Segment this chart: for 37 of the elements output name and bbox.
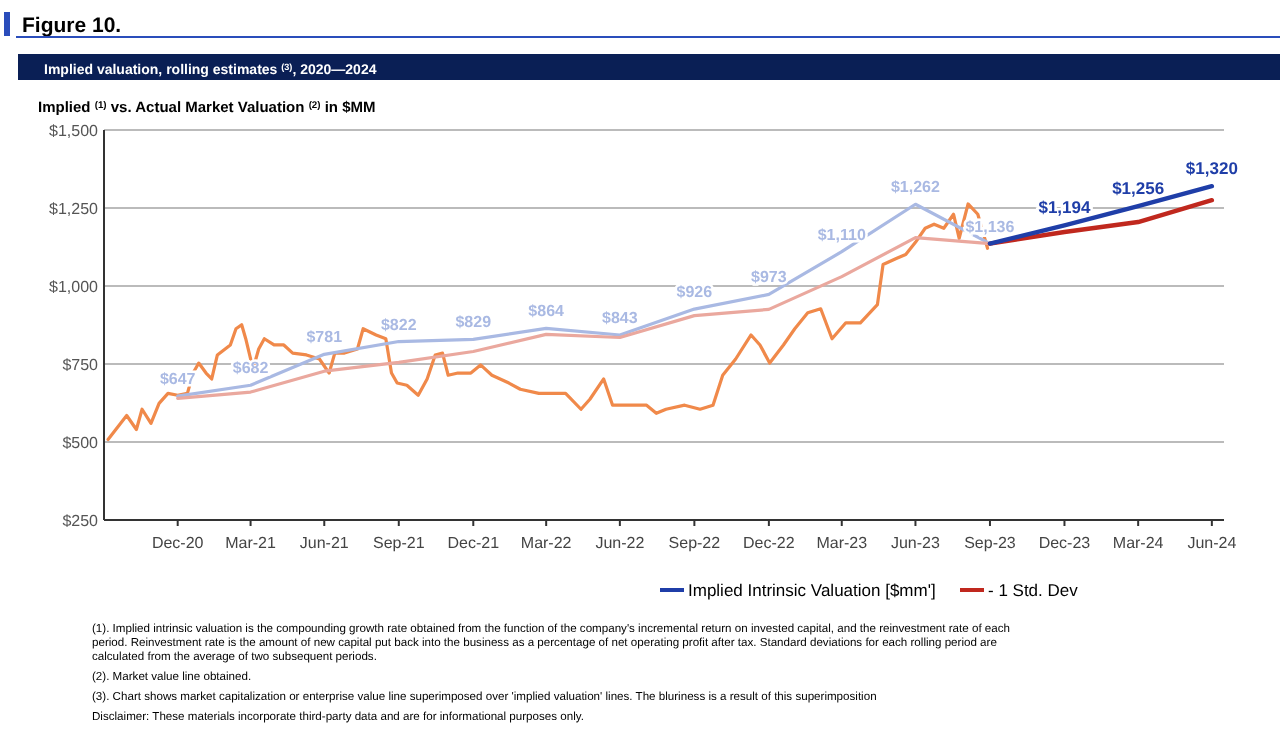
data-label: $1,320 (1185, 158, 1239, 179)
legend-label: Implied Intrinsic Valuation [$mm'] (688, 580, 936, 600)
chart-title: Figure 10. (22, 14, 122, 38)
data-label: $864 (528, 302, 566, 321)
x-tick-label: Jun-21 (299, 534, 350, 552)
x-tick-label: Jun-24 (1187, 534, 1238, 552)
x-tick-label: Mar-21 (225, 534, 278, 552)
y-tick-label: $750 (62, 356, 100, 374)
x-tick-label: Dec-21 (447, 534, 501, 552)
x-tick-label: Dec-22 (743, 534, 796, 552)
legend-label: - 1 Std. Dev (988, 580, 1080, 600)
data-label: $781 (306, 328, 344, 347)
y-tick-label: $500 (62, 434, 100, 452)
x-tick-label: Dec-20 (151, 534, 205, 552)
data-label: $1,262 (890, 178, 942, 197)
x-tick-label: Mar-22 (520, 534, 573, 552)
data-label: $973 (751, 268, 788, 287)
data-label: $1,194 (1038, 197, 1091, 218)
x-tick-label: Mar-23 (816, 534, 869, 552)
x-tick-label: Jun-23 (890, 534, 942, 552)
y-tick-label: $1,500 (49, 122, 100, 140)
y-tick-label: $1,000 (49, 278, 100, 296)
data-label: $926 (676, 283, 714, 302)
x-tick-label: Mar-24 (1112, 534, 1165, 552)
data-label: $1,110 (817, 225, 867, 244)
x-tick-label: Sep-22 (668, 534, 722, 552)
x-tick-label: Sep-21 (372, 534, 426, 552)
data-label: $1,256 (1112, 178, 1165, 199)
data-label: $682 (232, 359, 270, 378)
y-tick-label: $1,250 (49, 200, 100, 218)
y-tick-label: $250 (62, 512, 100, 530)
x-tick-label: Sep-23 (964, 534, 1017, 552)
x-tick-label: Jun-22 (595, 534, 646, 552)
data-label: $822 (380, 315, 418, 334)
data-label: $843 (602, 308, 639, 327)
x-tick-label: Dec-23 (1038, 534, 1092, 552)
data-label: $829 (455, 313, 493, 332)
